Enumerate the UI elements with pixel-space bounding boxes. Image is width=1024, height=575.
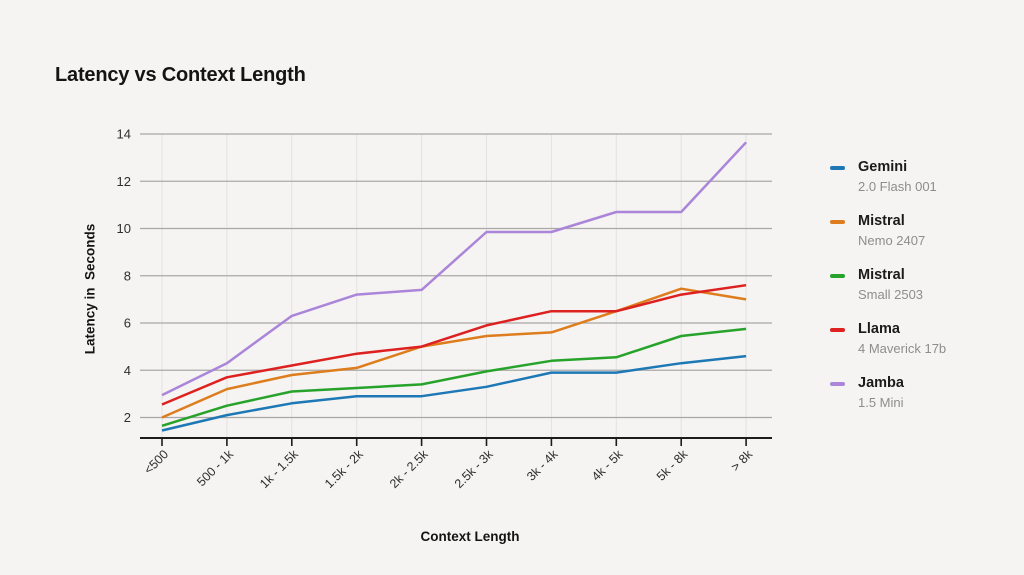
- series-line-mistral-small-2503: [161, 327, 747, 427]
- x-tick-label: 500 - 1k: [194, 447, 236, 489]
- x-axis: [140, 437, 772, 446]
- series-line-mistral-nemo-2407: [161, 287, 747, 419]
- y-tick-label: 10: [117, 221, 131, 236]
- y-tick-label: 6: [124, 316, 131, 331]
- legend-series-name: Llama: [858, 321, 900, 337]
- y-tick-label: 14: [117, 127, 131, 142]
- y-tick-label: 2: [124, 410, 131, 425]
- legend-swatch: [830, 166, 845, 170]
- legend-series-subtitle: 4 Maverick 17b: [858, 341, 947, 356]
- legend-series-name: Gemini: [858, 159, 908, 175]
- legend-swatch: [830, 328, 845, 332]
- legend-series-name: Mistral: [858, 213, 905, 229]
- legend: Gemini 2.0 Flash 001 Mistral Nemo 2407 M…: [830, 158, 946, 412]
- x-tick-label: > 8k: [728, 447, 755, 474]
- x-tick-label: <500: [141, 447, 171, 477]
- legend-text: Gemini 2.0 Flash 001: [858, 158, 937, 196]
- legend-text: Mistral Small 2503: [858, 266, 923, 304]
- y-tick-labels: 2 4 6 8 10 12 14: [117, 127, 131, 426]
- series-line-gemini-2-0-flash-001: [161, 354, 747, 432]
- legend-item-mistral-nemo-2407: Mistral Nemo 2407: [830, 212, 946, 250]
- legend-swatch: [830, 220, 845, 224]
- x-tick-labels: <500 500 - 1k 1k - 1.5k 1.5k - 2k 2k - 2.5k 2…: [141, 447, 755, 491]
- x-tick-label: 2k - 2.5k: [387, 447, 431, 491]
- x-tick-label: 1k - 1.5k: [257, 447, 301, 491]
- legend-text: Jamba 1.5 Mini: [858, 374, 904, 412]
- y-tick-label: 12: [117, 174, 131, 189]
- legend-series-name: Mistral: [858, 267, 905, 283]
- x-tick-label: 1.5k - 2k: [322, 447, 366, 491]
- y-axis-title: Latency in Seconds: [82, 223, 98, 355]
- series-line-llama-4-maverick-17b: [161, 283, 747, 406]
- y-tick-label: 4: [124, 363, 131, 378]
- x-tick-label: 2.5k - 3k: [452, 447, 496, 491]
- horizontal-gridlines: [140, 133, 772, 419]
- x-tick-label: 3k - 4k: [524, 447, 561, 484]
- chart-title: Latency vs Context Length: [55, 64, 306, 86]
- legend-series-subtitle: 2.0 Flash 001: [858, 179, 937, 194]
- legend-text: Mistral Nemo 2407: [858, 212, 925, 250]
- series-line-jamba-1-5-mini: [161, 141, 748, 397]
- legend-series-name: Jamba: [858, 375, 904, 391]
- legend-swatch: [830, 382, 845, 386]
- legend-item-llama-4-maverick-17b: Llama 4 Maverick 17b: [830, 320, 946, 358]
- x-tick-label: 5k - 8k: [654, 447, 691, 484]
- legend-series-subtitle: 1.5 Mini: [858, 395, 904, 410]
- legend-item-mistral-small-2503: Mistral Small 2503: [830, 266, 946, 304]
- y-tick-label: 8: [124, 268, 131, 283]
- legend-swatch: [830, 274, 845, 278]
- legend-item-jamba-1-5-mini: Jamba 1.5 Mini: [830, 374, 946, 412]
- x-tick-label: 4k - 5k: [589, 447, 626, 484]
- legend-item-gemini-2-0-flash-001: Gemini 2.0 Flash 001: [830, 158, 946, 196]
- legend-series-subtitle: Small 2503: [858, 287, 924, 302]
- legend-text: Llama 4 Maverick 17b: [858, 320, 946, 358]
- legend-series-subtitle: Nemo 2407: [858, 233, 926, 248]
- x-axis-title: Context Length: [420, 529, 520, 544]
